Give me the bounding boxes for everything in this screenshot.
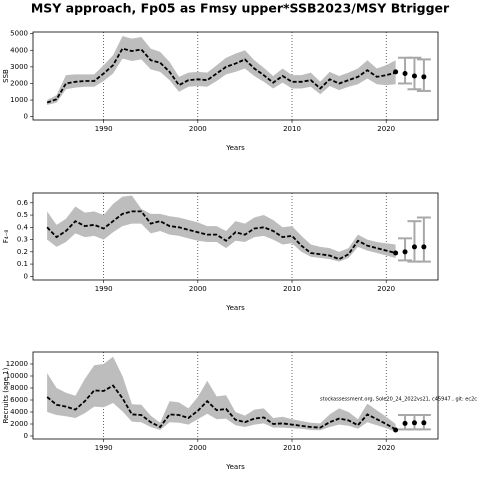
y-tick-label: 5000: [10, 30, 28, 38]
projection-point: [411, 420, 417, 426]
y-tick-label: 4000: [10, 408, 28, 416]
x-tick-label: 2010: [283, 285, 301, 293]
x-axis-label: Years: [225, 144, 245, 152]
estimate-line: [46, 384, 397, 431]
y-axis-label: F₄₋₈: [2, 230, 10, 244]
confidence-band: [47, 195, 396, 262]
x-tick-label: 2010: [283, 125, 301, 133]
y-tick-label: 0.2: [17, 248, 28, 256]
x-tick-label: 2010: [283, 444, 301, 452]
y-tick-label: 2000: [10, 79, 28, 87]
y-tick-label: 0: [24, 432, 28, 440]
y-tick-label: 0: [24, 272, 28, 280]
y-tick-label: 10000: [6, 372, 28, 380]
x-axis-label: Years: [225, 304, 245, 312]
x-tick-label: 1990: [95, 125, 113, 133]
x-axis-label: Years: [225, 463, 245, 471]
projection-point: [411, 73, 417, 79]
y-tick-label: 0.6: [17, 199, 29, 207]
y-tick-label: 0.1: [17, 260, 28, 268]
y-axis-label: SSB: [2, 69, 10, 83]
x-tick-label: 2020: [377, 285, 395, 293]
plot-frame: [32, 351, 439, 440]
plot-frame: [32, 31, 439, 121]
projection-point: [393, 427, 399, 433]
x-tick-label: 2000: [189, 444, 207, 452]
x-tick-label: 2000: [189, 285, 207, 293]
y-axis-label: Recruits (age 1): [2, 367, 10, 423]
projection-point: [402, 420, 408, 426]
figure-title: MSY approach, Fp05 as Fmsy upper*SSB2023…: [31, 1, 450, 16]
projection-point: [393, 250, 399, 256]
projection-point: [402, 71, 408, 77]
y-tick-label: 2000: [10, 420, 28, 428]
projection-point: [393, 69, 399, 75]
estimate-line: [46, 210, 396, 261]
y-tick-label: 0.4: [17, 223, 29, 231]
annotation: stockassessment.org, Sole20_24_2022vs21,…: [320, 397, 477, 403]
x-tick-label: 2020: [377, 444, 395, 452]
projection-point: [402, 249, 408, 255]
y-tick-label: 0: [24, 113, 28, 121]
projection-point: [421, 244, 427, 250]
x-tick-label: 2000: [189, 125, 207, 133]
y-tick-label: 0.3: [17, 236, 28, 244]
plot-frame: [32, 192, 439, 281]
x-tick-label: 2020: [377, 125, 395, 133]
confidence-band: [47, 356, 396, 432]
y-tick-label: 12000: [6, 360, 28, 368]
y-tick-label: 3000: [10, 63, 28, 71]
x-tick-label: 1990: [95, 285, 113, 293]
y-tick-label: 6000: [10, 396, 28, 404]
y-tick-label: 1000: [10, 96, 28, 104]
y-tick-label: 8000: [10, 384, 28, 392]
y-tick-label: 4000: [10, 46, 28, 54]
y-tick-label: 0.5: [17, 211, 28, 219]
projection-point: [411, 244, 417, 250]
x-tick-label: 1990: [95, 444, 113, 452]
projection-point: [421, 420, 427, 426]
projection-point: [421, 74, 427, 80]
